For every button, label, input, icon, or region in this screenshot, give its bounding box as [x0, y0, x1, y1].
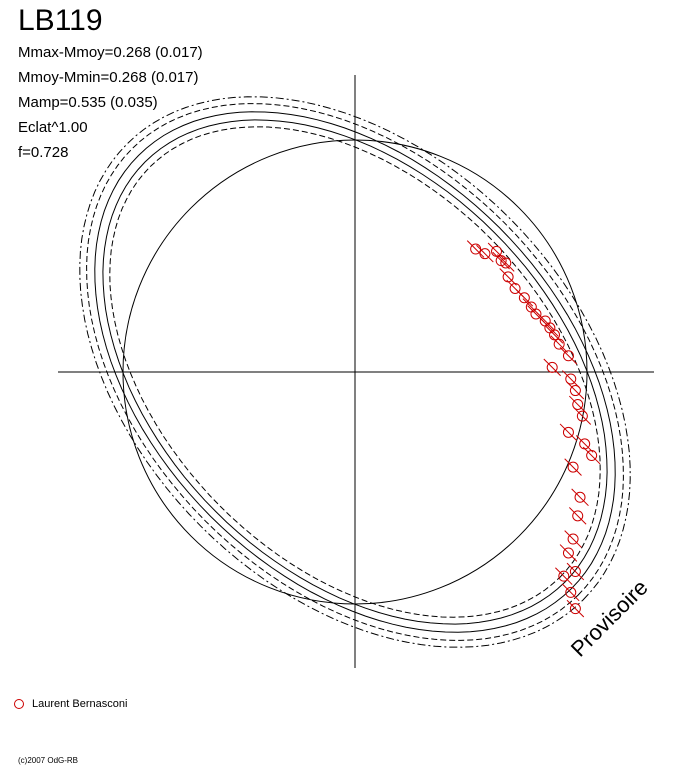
observation-point — [559, 544, 578, 562]
observation-point — [568, 507, 587, 525]
observation-point — [476, 244, 494, 263]
observation-point — [571, 488, 589, 507]
model-curve-4 — [79, 96, 631, 648]
observation-point — [562, 583, 580, 602]
observation-point — [466, 240, 485, 258]
observation-point — [575, 435, 594, 453]
stat-frequency: f=0.728 — [18, 144, 69, 161]
stat-max-minus-mean: Mmax-Mmoy=0.268 (0.017) — [18, 44, 203, 61]
observation-point — [562, 370, 580, 388]
observation-point — [559, 347, 578, 365]
observation-point — [564, 458, 582, 476]
model-curve-3 — [109, 126, 601, 618]
observation-point — [573, 407, 592, 425]
observation-point — [550, 335, 568, 353]
legend-label: Laurent Bernasconi — [32, 698, 128, 710]
observation-point — [568, 395, 587, 414]
copyright: (c)2007 OdG-RB — [18, 756, 79, 765]
observation-point — [555, 567, 573, 585]
model-curves — [79, 96, 631, 648]
page-title: LB119 — [18, 4, 103, 37]
observation-point — [515, 289, 534, 307]
legend-marker-icon — [14, 699, 24, 709]
model-curve-1 — [102, 119, 608, 625]
observation-point — [497, 254, 515, 272]
observation-point — [564, 530, 582, 548]
observation-point — [582, 446, 601, 465]
observation-point — [543, 358, 561, 377]
observation-points — [466, 240, 601, 618]
observation-point — [559, 423, 578, 442]
observation-point — [566, 599, 585, 618]
legend: Laurent Bernasconi — [14, 698, 127, 710]
stat-amplitude: Mamp=0.535 (0.035) — [18, 94, 158, 111]
observation-point — [566, 381, 585, 400]
model-curve-2 — [86, 103, 624, 641]
stat-eclat: Eclat^1.00 — [18, 119, 88, 136]
observation-point — [566, 562, 585, 581]
model-curve-0 — [94, 111, 616, 633]
stat-mean-minus-min: Mmoy-Mmin=0.268 (0.017) — [18, 69, 199, 86]
